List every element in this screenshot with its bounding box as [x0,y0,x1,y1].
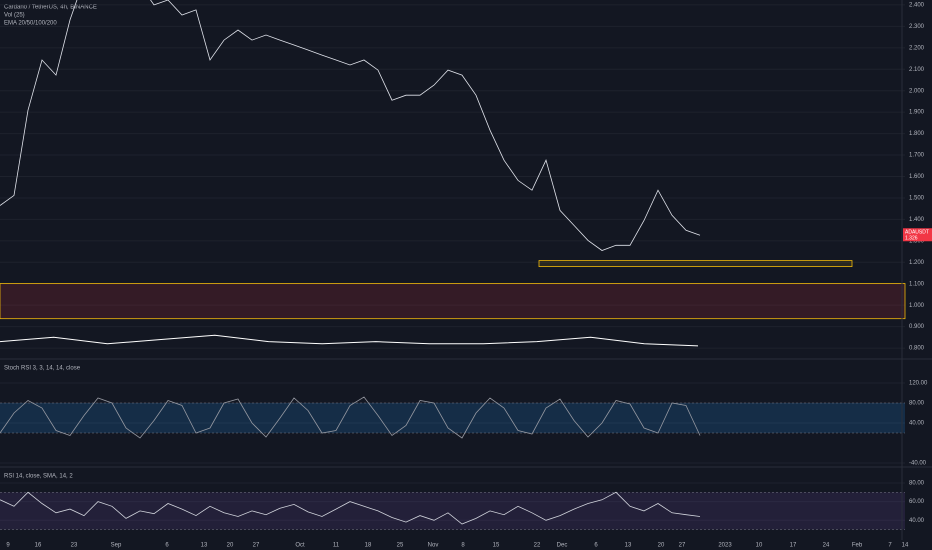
y-tick-label: 80.00 [909,481,925,487]
y-tick-label: 1.600 [909,174,925,180]
series-line [0,396,701,439]
y-tick-label: 1.900 [909,110,925,116]
x-tick-label: 20 [227,543,234,549]
x-tick-label: Nov [428,543,439,549]
y-tick-label: 2.100 [909,67,925,73]
x-tick-label: 17 [790,543,797,549]
y-tick-label: 1.800 [909,131,925,137]
x-tick-label: 14 [902,543,909,549]
pane-title: RSI 14, close, SMA, 14, 2 [4,474,73,480]
pane-title: Stoch RSI 3, 3, 14, 14, close [4,366,81,372]
x-tick-label: 22 [534,543,541,549]
x-tick-label: Oct [295,543,305,549]
y-tick-label: 1.100 [909,281,925,287]
y-tick-label: 1.400 [909,217,925,223]
x-tick-label: 23 [71,543,78,549]
x-tick-label: 7 [888,543,892,549]
x-tick-label: 25 [397,543,404,549]
series-line [0,491,701,525]
band [0,403,905,433]
x-tick-label: 27 [679,543,686,549]
y-tick-label: 2.300 [909,24,925,30]
x-tick-label: 2023 [718,543,732,549]
x-tick-label: 13 [201,543,208,549]
x-tick-label: Dec [557,543,568,549]
y-tick-label: 40.00 [909,421,925,427]
zone [538,260,853,267]
y-tick-label: 0.800 [909,346,925,352]
zone [0,283,906,320]
symbol: Cardano / TetherUS, 4h, BINANCE [4,5,97,11]
y-tick-label: 1.000 [909,303,925,309]
x-tick-label: 20 [658,543,665,549]
y-tick-label: 1.500 [909,196,925,202]
x-tick-label: 16 [35,543,42,549]
y-tick-label: 1.200 [909,260,925,266]
y-tick-label: 40.00 [909,518,925,524]
x-tick-label: 18 [365,543,372,549]
ema-label: EMA 20/50/100/200 [4,21,57,27]
symbol-tag: ADAUSDT [905,230,929,236]
price-tag-bg [903,228,932,242]
y-tick-label: 1.700 [909,153,925,159]
y-tick-label: 0.900 [909,324,925,330]
y-tick-label: 2.400 [909,3,925,9]
x-tick-label: 27 [253,543,260,549]
x-tick-label: 6 [594,543,598,549]
x-tick-label: 24 [823,543,830,549]
x-tick-label: 6 [165,543,169,549]
x-tick-label: 11 [333,543,340,549]
volume-line [0,334,699,347]
y-tick-label: 2.000 [909,88,925,94]
y-tick-label: 120.00 [909,381,928,387]
x-tick-label: 13 [625,543,632,549]
y-tick-label: 1.300 [909,238,925,244]
last-price: 1.326 [905,236,918,242]
band [0,492,905,530]
x-tick-label: 15 [493,543,500,549]
y-tick-label: 2.200 [909,45,925,51]
x-tick-label: Feb [852,543,863,549]
y-tick-label: 60.00 [909,499,925,505]
series-line [0,0,701,251]
x-tick-label: 8 [461,543,465,549]
x-tick-label: 10 [756,543,763,549]
y-tick-label: 80.00 [909,401,925,407]
vol-label: Vol (25) [4,13,25,19]
x-tick-label: 9 [6,543,10,549]
y-tick-label: -40.00 [909,461,927,467]
x-tick-label: Sep [111,543,122,549]
